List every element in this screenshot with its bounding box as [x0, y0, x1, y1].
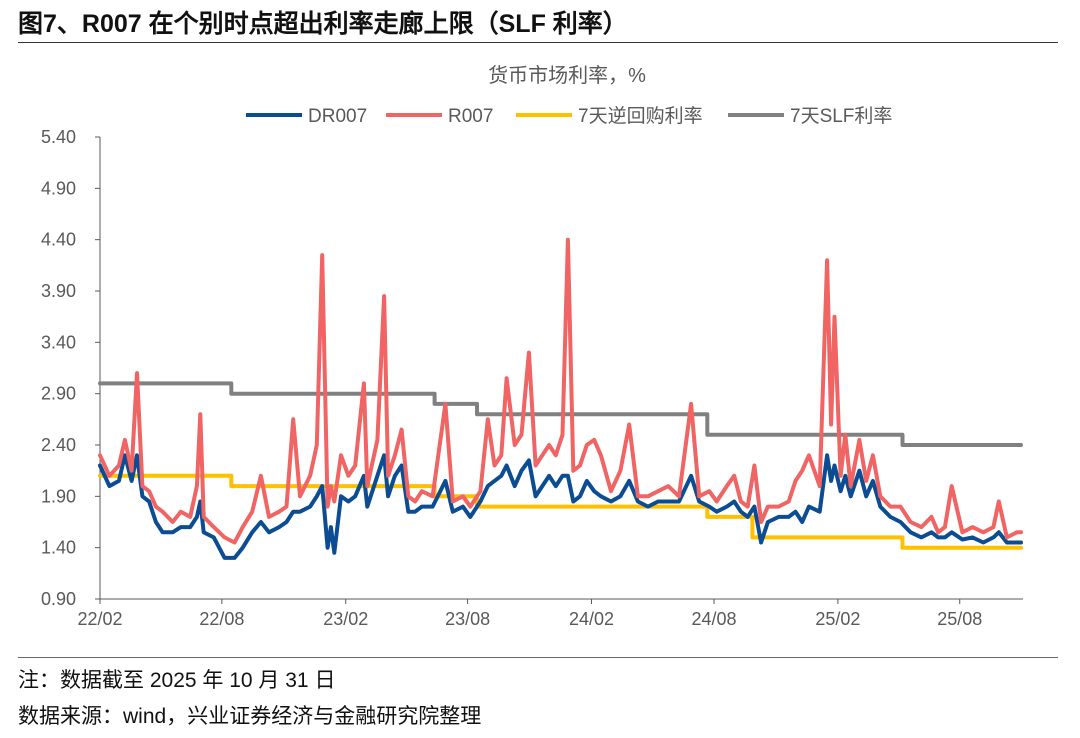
y-tick-label: 5.40 [41, 127, 76, 147]
legend: DR007 R007 7天逆回购利率 7天SLF利率 [246, 105, 892, 127]
x-tick-label: 25/08 [937, 609, 982, 629]
legend-label: 7天SLF利率 [790, 105, 892, 127]
axes: 0.90 1.40 1.90 2.40 2.90 3.40 3.90 4.40 4.90 5.40… [41, 127, 1023, 629]
y-tick-label: 0.90 [41, 589, 76, 609]
title-divider [18, 42, 1058, 43]
legend-label: 7天逆回购利率 [578, 105, 703, 127]
legend-label: DR007 [308, 106, 367, 127]
x-tick-label: 22/02 [77, 609, 122, 629]
footer-divider [18, 657, 1058, 658]
figure-title: 图7、R007 在个别时点超出利率走廊上限（SLF 利率） [18, 10, 628, 38]
chart-title: 货币市场利率，% [488, 64, 646, 87]
x-tick-label: 23/08 [445, 609, 490, 629]
y-tick-label: 1.40 [41, 538, 76, 558]
source-note: 数据来源：wind，兴业证券经济与金融研究院整理 [18, 705, 482, 728]
x-tick-label: 25/02 [815, 609, 860, 629]
y-tick-label: 2.90 [41, 384, 76, 404]
legend-item: R007 [386, 106, 493, 127]
y-tick-label: 4.90 [41, 178, 76, 198]
series-r007-line [98, 237, 1023, 545]
data-cutoff-note: 注：数据截至 2025 年 10 月 31 日 [18, 669, 336, 692]
x-tick-label: 24/08 [691, 609, 736, 629]
y-tick-label: 1.90 [41, 486, 76, 506]
x-tick-label: 22/08 [199, 609, 244, 629]
series-dr007-line [98, 453, 1023, 560]
series-lines [98, 237, 1023, 560]
y-tick-label: 2.40 [41, 435, 76, 455]
y-tick-label: 3.90 [41, 281, 76, 301]
legend-item: DR007 [246, 106, 367, 127]
line-chart: 货币市场利率，% DR007 R007 7天逆回购利率 7天SLF利率 0.90 1.4… [41, 64, 1023, 629]
legend-item: 7天SLF利率 [728, 105, 892, 127]
legend-item: 7天逆回购利率 [516, 105, 703, 127]
x-tick-label: 23/02 [323, 609, 368, 629]
series-reverse-repo-line [98, 473, 1023, 550]
legend-label: R007 [448, 106, 493, 127]
y-tick-label: 3.40 [41, 332, 76, 352]
x-tick-label: 24/02 [569, 609, 614, 629]
y-tick-label: 4.40 [41, 230, 76, 250]
series-slf-line [98, 381, 1023, 447]
